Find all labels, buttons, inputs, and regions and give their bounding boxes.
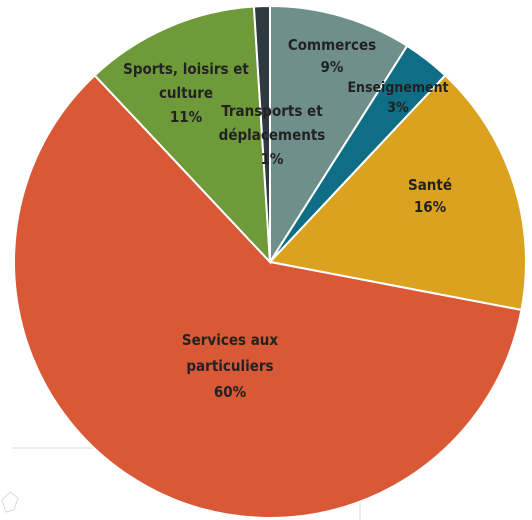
pie-slice-label-1: Enseignement 3%: [347, 80, 448, 116]
pie-slice-label-line: Santé: [408, 176, 452, 194]
pie-slice-label-line: Services aux: [182, 331, 279, 349]
pie-slice-label-line: Commerces: [288, 36, 376, 54]
pie-slice-label-line: culture: [159, 84, 213, 102]
pie-slice-2: [268, 73, 527, 312]
pie-slice-label-line: Transports et: [221, 102, 323, 120]
pie-slice-label-line: 1%: [261, 150, 284, 168]
pie-slice-5: [252, 4, 271, 263]
pie-slice-3: [13, 73, 523, 519]
pie-slice-label-line: particuliers: [186, 357, 273, 375]
pie-slice-label-5: Transports et déplacements 1%: [219, 102, 326, 168]
pie-slice-0: [269, 4, 409, 266]
pie-slice-label-line: déplacements: [219, 126, 326, 144]
pie-slice-label-0: Commerces 9%: [288, 36, 376, 76]
pie-slice-label-line: 9%: [321, 58, 344, 76]
pie-slice-label-2: Santé 16%: [408, 176, 452, 216]
pie-slice-label-line: 3%: [387, 100, 409, 116]
pie-slice-4: [93, 5, 272, 265]
pie-slices: [13, 4, 527, 519]
pie-slice-label-line: Sports, loisirs et: [123, 60, 249, 78]
pie-labels: Commerces 9%Enseignement 3% Santé 16% Service…: [123, 36, 452, 401]
pie-slice-label-line: 11%: [170, 108, 203, 126]
pie-slice-label-3: Services aux particuliers 60%: [182, 331, 279, 401]
pie-slice-label-4: Sports, loisirs et culture 11%: [123, 60, 249, 126]
pie-slice-label-line: 60%: [214, 383, 247, 401]
pie-slice-label-line: 16%: [414, 198, 447, 216]
pie-slice-label-line: Enseignement: [347, 80, 448, 96]
